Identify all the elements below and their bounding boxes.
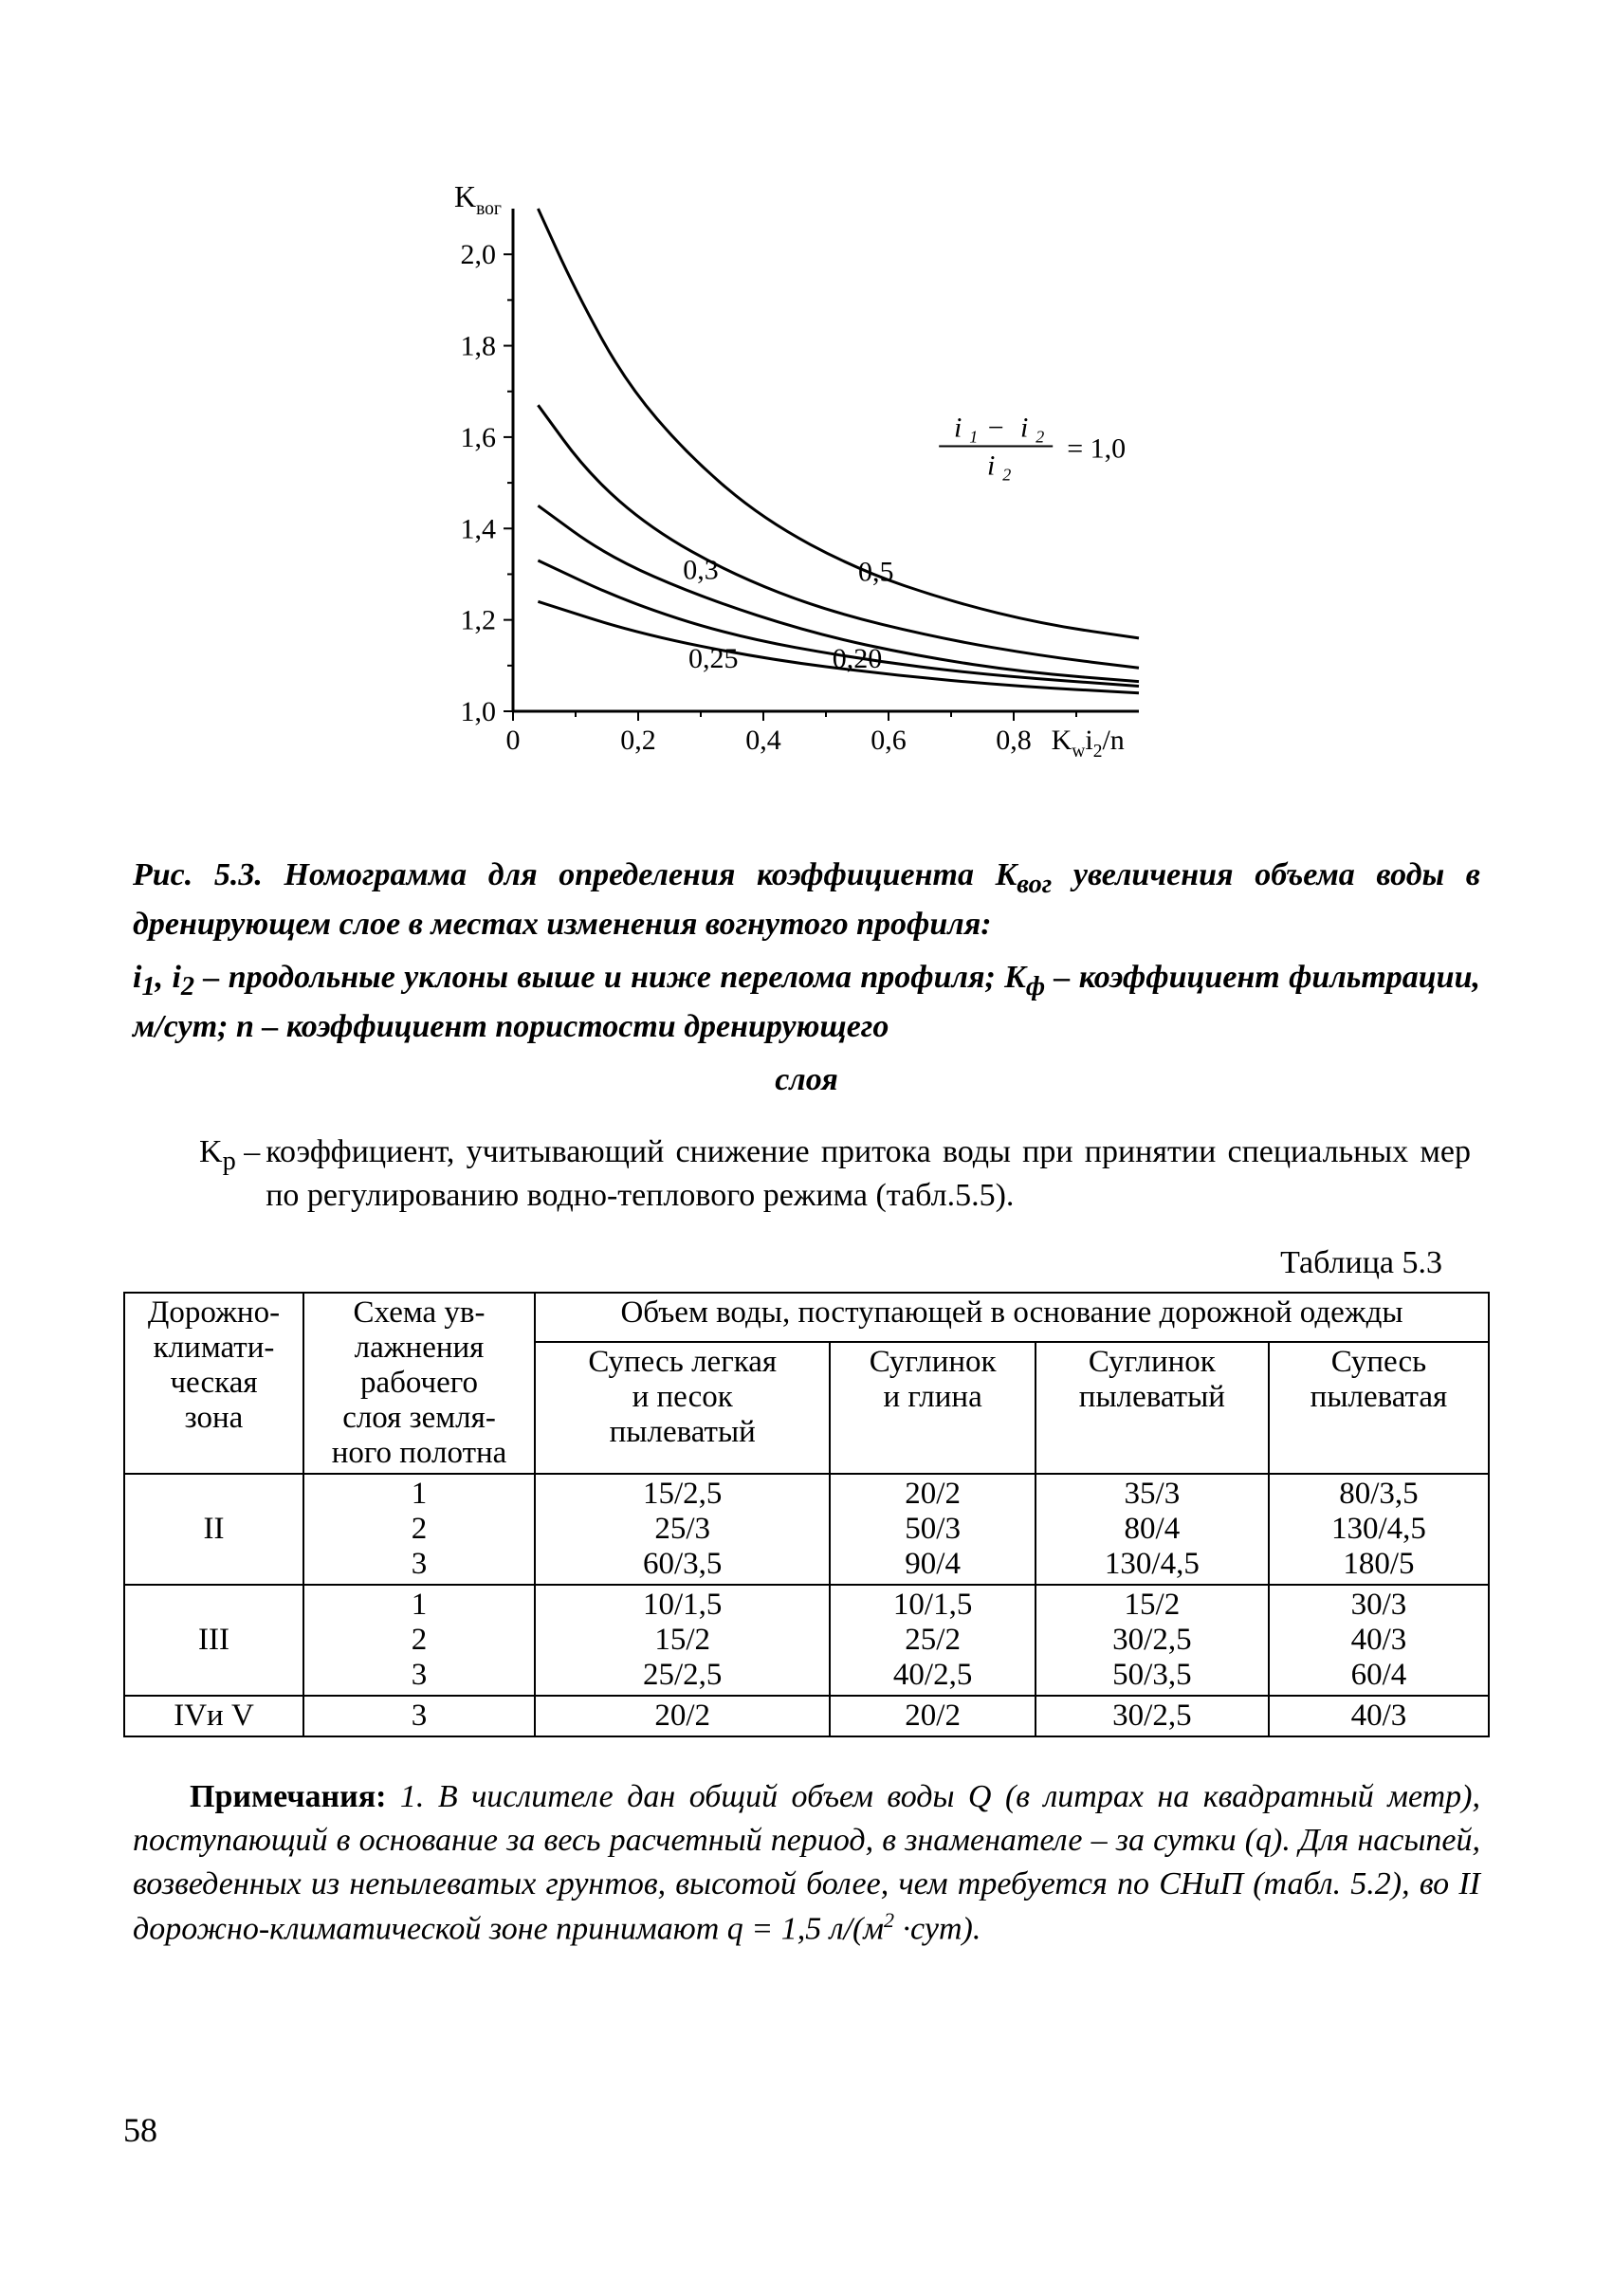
table-cell: 40/3 [1269,1696,1489,1736]
water-volume-table: Дорожно- климати- ческая зона Схема ув- … [123,1292,1490,1736]
cap2-cs: ф [1026,972,1045,1001]
svg-text:0,20: 0,20 [832,643,882,674]
table-cell: 20/2 50/3 90/4 [830,1474,1035,1585]
figure-caption-2: i1, i2 – продольные уклоны выше и ниже п… [123,956,1490,1049]
table-cell: 20/2 [830,1696,1035,1736]
notes-body-b: ·сут). [894,1911,981,1946]
svg-text:0,6: 0,6 [871,725,907,756]
nomogram-chart: 1,0 1,2 1,4 1,6 1,8 2,0 0 0,2 0,4 0,6 0,8 0,3 0,5 0,2… [123,180,1490,797]
table-title: Таблица 5.3 [123,1241,1442,1285]
th-scheme: Схема ув- лажнения рабочего слоя земля- … [303,1293,535,1474]
svg-text:0,3: 0,3 [683,554,719,585]
svg-text:2: 2 [1002,466,1011,485]
table-cell: 10/1,5 15/2 25/2,5 [535,1585,830,1696]
table-cell: 10/1,5 25/2 40/2,5 [830,1585,1035,1696]
notes-lead: Примечания: [190,1779,386,1814]
svg-text:= 1,0: = 1,0 [1067,433,1126,465]
svg-text:2,0: 2,0 [460,239,496,270]
table-cell: 3 [303,1696,535,1736]
svg-text:0,4: 0,4 [745,725,781,756]
notes-sup: 2 [884,1908,894,1932]
svg-text:0,2: 0,2 [620,725,656,756]
figure-caption: Рис. 5.3. Номограмма для определения коэ… [123,854,1490,946]
cap2-bs: 2 [181,972,194,1001]
kp-sub: р [223,1147,236,1176]
svg-text:1: 1 [969,428,978,447]
svg-text:0,8: 0,8 [996,725,1032,756]
svg-text:1,2: 1,2 [460,605,496,636]
table-cell: III [124,1585,303,1696]
table-cell: 1 2 3 [303,1585,535,1696]
table-row: IVи V320/220/230/2,540/3 [124,1696,1489,1736]
th-zone: Дорожно- климати- ческая зона [124,1293,303,1474]
table-cell: 35/3 80/4 130/4,5 [1036,1474,1269,1585]
svg-text:1,4: 1,4 [460,513,496,544]
table-cell: II [124,1474,303,1585]
table-cell: 15/2 30/2,5 50/3,5 [1036,1585,1269,1696]
svg-text:Kвог: Kвог [454,180,502,219]
svg-text:Kwi2/n: Kwi2/n [1051,725,1124,762]
svg-text:i: i [987,450,995,482]
svg-text:0: 0 [505,725,520,756]
kp-text: коэффициент, учитывающий снижение приток… [266,1130,1471,1218]
table-cell: 80/3,5 130/4,5 180/5 [1269,1474,1489,1585]
table-cell: 15/2,5 25/3 60/3,5 [535,1474,830,1585]
th-col-4: Супесь пылеватая [1269,1342,1489,1475]
svg-text:0,5: 0,5 [858,557,894,588]
svg-text:0,25: 0,25 [687,643,738,674]
table-notes: Примечания: 1. В числителе дан общий объ… [123,1775,1490,1951]
svg-text:−: − [987,413,1003,444]
svg-text:1,0: 1,0 [460,696,496,727]
svg-text:1,8: 1,8 [460,331,496,362]
table-row: II1 2 315/2,5 25/3 60/3,520/2 50/3 90/43… [124,1474,1489,1585]
table-row: III1 2 310/1,5 15/2 25/2,510/1,5 25/2 40… [124,1585,1489,1696]
kp-k: K [199,1134,223,1169]
svg-text:2: 2 [1036,428,1044,447]
th-col-1: Супесь легкая и песок пылеватый [535,1342,830,1475]
cap2-b: , i [156,960,181,995]
th-col-3: Суглинок пылеватый [1036,1342,1269,1475]
th-group: Объем воды, поступающей в основание доро… [535,1293,1489,1341]
table-cell: 30/3 40/3 60/4 [1269,1585,1489,1696]
svg-text:i: i [954,413,962,444]
table-cell: 30/2,5 [1036,1696,1269,1736]
svg-text:i: i [1020,413,1028,444]
table-cell: 1 2 3 [303,1474,535,1585]
cap2-as: 1 [141,972,155,1001]
table-cell: IVи V [124,1696,303,1736]
svg-text:1,6: 1,6 [460,422,496,453]
kp-definition: Kр – коэффициент, учитывающий снижение п… [123,1130,1490,1218]
cap2-c: – продольные уклоны выше и ниже перелома… [194,960,1026,995]
table-cell: 20/2 [535,1696,830,1736]
page-number: 58 [123,2107,157,2154]
caption-text-1: Рис. 5.3. Номограмма для определения коэ… [133,857,1017,892]
kp-dash: – [236,1134,261,1169]
figure-caption-3: слоя [123,1058,1490,1102]
caption-sub-1: вог [1017,870,1052,899]
th-col-2: Суглинок и глина [830,1342,1035,1475]
